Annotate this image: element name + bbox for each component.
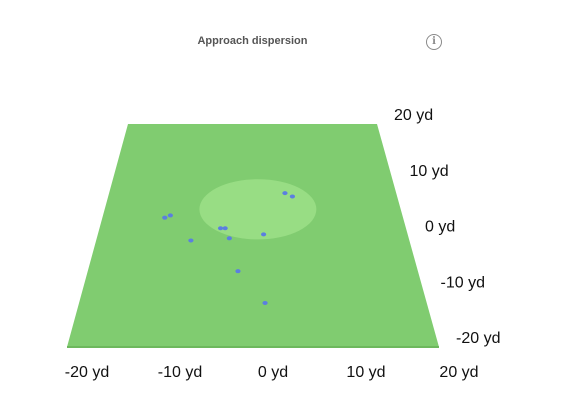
shot-point[interactable] <box>260 232 267 237</box>
green-area <box>199 179 317 240</box>
info-icon[interactable]: i <box>426 34 442 50</box>
shot-point[interactable] <box>262 300 268 305</box>
shot-point[interactable] <box>282 191 288 196</box>
shot-point[interactable] <box>235 269 241 274</box>
chart-title: Approach dispersion <box>197 35 308 47</box>
shot-point[interactable] <box>226 236 232 241</box>
y-tick-label: -10 yd <box>441 274 485 291</box>
x-tick-label: 0 yd <box>258 364 288 381</box>
y-tick-label: 0 yd <box>425 219 455 236</box>
x-tick-label: -20 yd <box>65 364 109 381</box>
shot-point[interactable] <box>188 238 194 243</box>
y-tick-label: 10 yd <box>410 163 449 180</box>
shot-point[interactable] <box>222 226 228 231</box>
shot-point[interactable] <box>167 213 173 218</box>
shot-point[interactable] <box>217 226 224 231</box>
shot-point[interactable] <box>289 194 295 199</box>
y-tick-label: -20 yd <box>456 330 500 347</box>
x-tick-label: -10 yd <box>158 364 202 381</box>
shot-point[interactable] <box>162 215 168 220</box>
y-tick-label: 20 yd <box>394 107 433 124</box>
x-tick-label: 20 yd <box>439 364 478 381</box>
x-tick-label: 10 yd <box>346 364 385 381</box>
